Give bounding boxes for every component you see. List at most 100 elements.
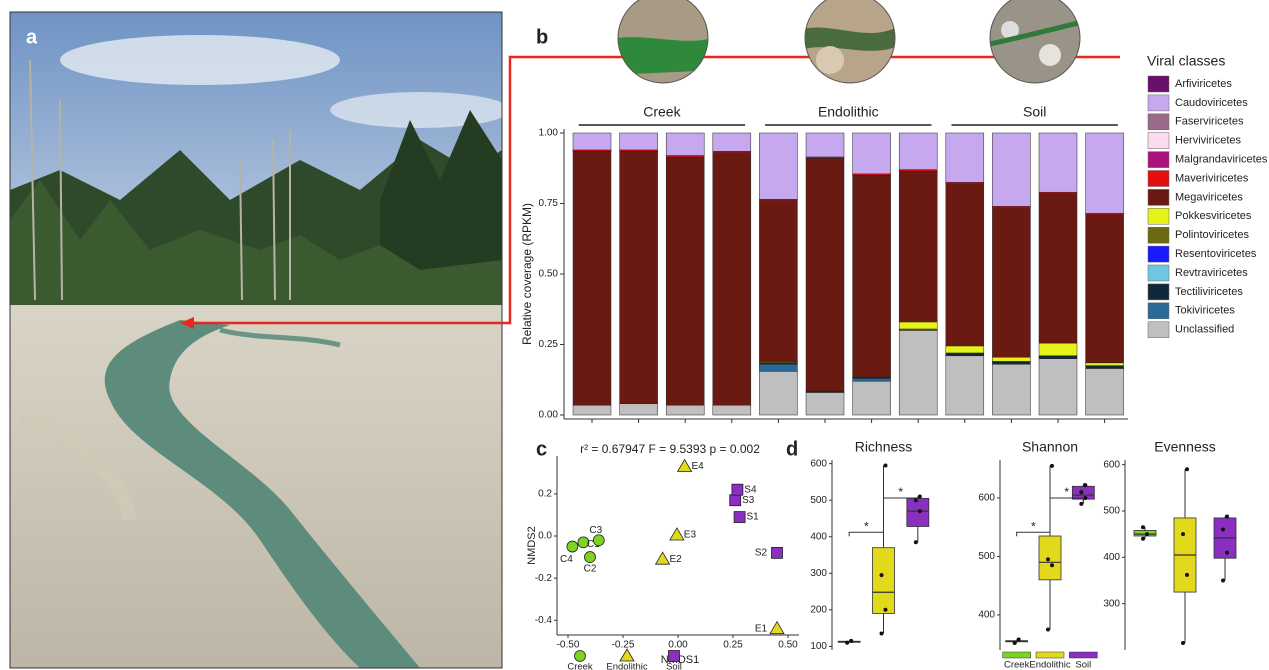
bar-segment: [665, 132, 705, 156]
panel-label: c: [536, 438, 547, 460]
data-point: [913, 540, 918, 545]
box: [1071, 485, 1095, 500]
y-tick-label: 100: [810, 641, 827, 652]
legend-label: Malgrandaviricetes: [1175, 154, 1268, 166]
bar-segment: [1085, 365, 1124, 369]
significance-bracket: [848, 531, 884, 537]
legend-swatch: [1147, 226, 1170, 244]
significance-label: *: [1031, 519, 1036, 533]
legend-swatch: [1069, 651, 1098, 659]
legend-title: Viral classes: [1147, 53, 1225, 69]
bar-segment: [992, 207, 1031, 358]
bar-segment: [619, 403, 658, 416]
legend-label: Polintoviricetes: [1175, 229, 1249, 241]
bar-segment: [898, 132, 938, 170]
data-point: [1225, 514, 1229, 519]
legend-swatch: [1147, 283, 1170, 301]
data-point: [1079, 490, 1084, 495]
legend-label: Resentoviricetes: [1175, 248, 1257, 260]
legend-swatch: [1002, 651, 1031, 659]
y-tick-label: -0.2: [535, 573, 553, 584]
panel-label: d: [786, 438, 798, 460]
bar-segment: [852, 380, 891, 416]
bar-segment: [572, 132, 612, 151]
point-label: S1: [746, 512, 759, 523]
point: [676, 458, 693, 472]
bar-segment: [945, 355, 985, 416]
x-tick-label: 0.25: [723, 640, 743, 651]
bar-segment: [1038, 193, 1078, 344]
data-point: [917, 509, 922, 514]
y-tick-label: 0.2: [538, 489, 552, 500]
data-point: [1185, 572, 1189, 577]
legend-label: Tokiviricetes: [1175, 305, 1235, 317]
data-point: [1185, 467, 1189, 472]
bar-segment: [945, 352, 985, 357]
significance-label: *: [898, 485, 903, 499]
bar-segment: [992, 361, 1031, 365]
legend-label: Herviviricetes: [1175, 135, 1242, 147]
data-point: [1225, 550, 1229, 555]
data-point: [1050, 463, 1054, 468]
legend-label: Pokkesviricetes: [1175, 210, 1252, 222]
significance-label: *: [1064, 485, 1069, 499]
bar-segment: [945, 345, 985, 354]
legend-marker: [619, 648, 635, 662]
y-tick-label: 1.00: [539, 128, 559, 139]
data-point: [883, 607, 888, 612]
legend-label: Caudoviricetes: [1175, 97, 1248, 109]
data-point: [1141, 525, 1145, 530]
bar-segment: [572, 151, 612, 406]
bar-segment: [1085, 132, 1124, 214]
site-photos: [617, 0, 1081, 84]
y-tick-label: 300: [810, 568, 827, 579]
point: [584, 551, 596, 563]
point-label: E3: [684, 530, 697, 541]
legend-label: Revtraviricetes: [1175, 267, 1248, 279]
data-point: [1012, 640, 1017, 645]
bar-segment: [1085, 362, 1124, 366]
data-point: [1221, 578, 1225, 583]
point-label: S4: [744, 484, 757, 495]
y-tick-label: 0.75: [539, 198, 559, 209]
bar-segment: [712, 404, 752, 416]
legend-marker: [574, 650, 586, 662]
bar-segment: [759, 371, 798, 416]
data-point: [1181, 532, 1185, 537]
bar-segment: [805, 392, 845, 416]
data-point: [879, 573, 884, 578]
y-tick-label: 0.0: [538, 531, 552, 542]
y-tick-label: 500: [810, 495, 827, 506]
chart-title: Evenness: [1154, 439, 1215, 455]
legend-label: Faserviricetes: [1175, 116, 1244, 128]
panel-label: b: [536, 26, 548, 48]
bar-segment: [1038, 358, 1078, 416]
bar-segment: [619, 132, 658, 151]
legend-label: Soil: [1075, 660, 1091, 670]
data-point: [845, 640, 850, 645]
y-tick-label: 200: [810, 604, 827, 615]
legend-label: Megaviricetes: [1175, 191, 1243, 203]
bar-segment: [805, 158, 845, 392]
data-point: [1083, 483, 1088, 488]
y-axis-label: Relative coverage (RPKM): [520, 203, 534, 345]
point-label: E2: [669, 554, 682, 565]
data-point: [1181, 641, 1185, 646]
legend-swatch: [1147, 113, 1170, 131]
data-point: [1016, 637, 1021, 642]
data-point: [849, 638, 854, 643]
bar-segment: [712, 152, 752, 406]
point: [731, 483, 744, 496]
legend-label: Endolithic: [1029, 660, 1070, 670]
legend-label: Maveriviricetes: [1175, 172, 1249, 184]
chart-title: r² = 0.67947 F = 9.5393 p = 0.002: [580, 442, 760, 456]
legend-marker: [668, 650, 680, 662]
bar-segment: [1038, 342, 1078, 357]
significance-bracket: [883, 497, 919, 502]
x-tick-label: 0.00: [668, 640, 688, 651]
y-tick-label: 0.50: [539, 269, 559, 280]
legend-label: Endolithic: [606, 662, 647, 670]
data-point: [1083, 496, 1088, 500]
point-label: C1: [587, 539, 600, 550]
